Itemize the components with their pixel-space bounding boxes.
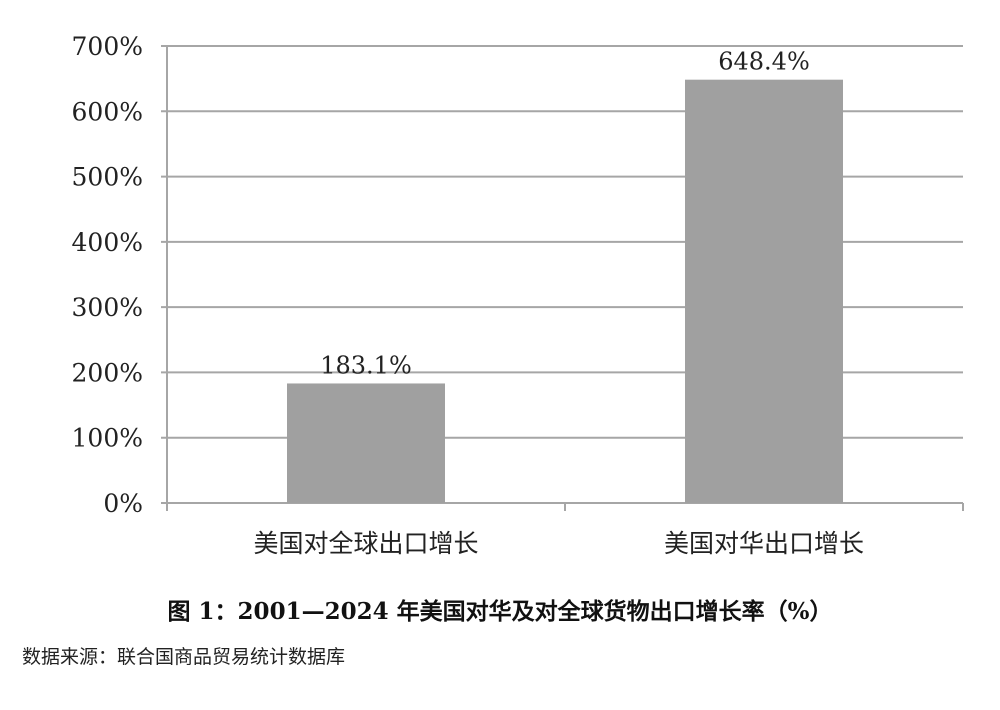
bar [287,383,445,503]
y-tick-label: 600% [72,97,143,126]
y-tick-label: 400% [72,228,143,257]
y-tick-label: 100% [72,424,143,453]
chart-source: 数据来源：联合国商品贸易统计数据库 [22,646,346,668]
x-tick-label: 美国对华出口增长 [664,529,864,558]
y-tick-label: 0% [103,489,143,518]
data-label: 183.1% [320,351,412,379]
chart-title: 图 1：2001—2024 年美国对华及对全球货物出口增长率（%） [167,598,833,625]
y-tick-label: 200% [72,358,143,387]
bar [685,79,843,503]
x-tick-label: 美国对全球出口增长 [253,529,478,558]
y-tick-label: 500% [72,163,143,192]
y-tick-label: 300% [72,293,143,322]
y-tick-label: 700% [72,32,143,61]
data-label: 648.4% [718,48,810,76]
bar-chart: 0% 100% 200% 300% 400% 500% 600% 700% 183.1% 美国对全… [72,32,964,558]
